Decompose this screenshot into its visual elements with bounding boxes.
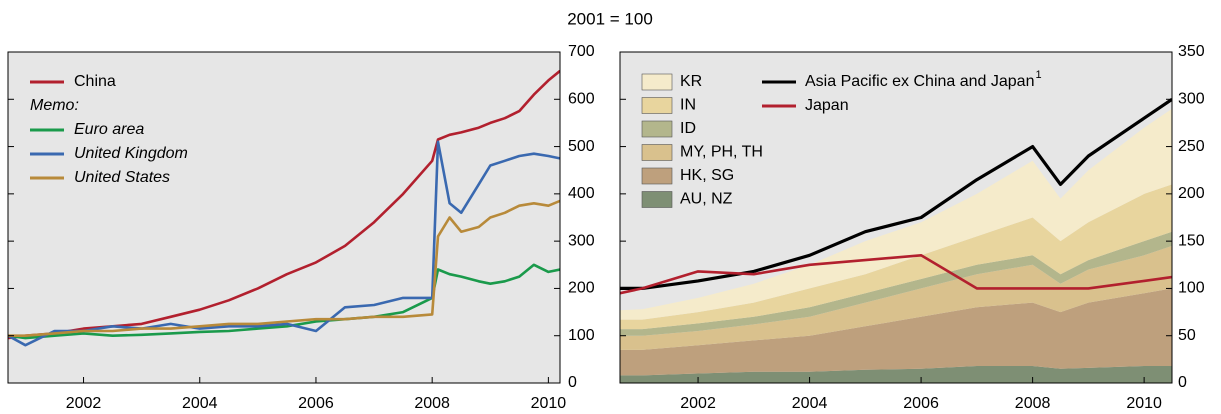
y-tick-label: 50 xyxy=(1178,327,1196,344)
x-tick-label: 2002 xyxy=(66,395,102,412)
y-tick-label: 500 xyxy=(568,138,595,155)
legend-label: IN xyxy=(680,97,696,114)
line xyxy=(8,199,560,337)
x-tick-label: 2002 xyxy=(680,395,716,412)
area xyxy=(620,184,1172,330)
plot-frame xyxy=(619,51,1173,384)
y-tick-label: 150 xyxy=(1178,232,1205,249)
area xyxy=(620,108,1172,320)
y-tick-label: 0 xyxy=(1178,374,1187,391)
y-tick-label: 400 xyxy=(568,185,595,202)
x-tick-label: 2010 xyxy=(531,395,567,412)
x-tick-label: 2004 xyxy=(792,395,828,412)
area xyxy=(620,245,1172,350)
legend-label: United States xyxy=(74,169,170,186)
legend-label: KR xyxy=(680,73,702,90)
legend-superscript: 1 xyxy=(1035,69,1041,81)
x-tick-label: 2008 xyxy=(1015,395,1051,412)
plot-frame xyxy=(7,51,561,384)
legend-label: MY, PH, TH xyxy=(680,144,763,161)
plot-area xyxy=(8,69,560,347)
panel: 0 100 200 300 400 500 600 700 2002 2004 2006 2008 20… xyxy=(7,43,595,412)
legend-swatch xyxy=(641,73,673,91)
x-tick-label: 2010 xyxy=(1126,395,1162,412)
legend-label: United Kingdom xyxy=(74,145,188,162)
x-tick-label: 2004 xyxy=(182,395,218,412)
line xyxy=(8,140,560,347)
y-tick-label: 300 xyxy=(1178,91,1205,108)
legend-swatch xyxy=(641,97,673,114)
area xyxy=(620,288,1172,376)
plot-area xyxy=(620,97,1172,383)
x-tick-label: 2006 xyxy=(903,395,939,412)
x-tick-label: 2006 xyxy=(298,395,334,412)
legend-label: HK, SG xyxy=(680,167,734,184)
legend-label: ID xyxy=(680,120,696,137)
y-tick-label: 350 xyxy=(1178,43,1205,60)
area xyxy=(620,231,1172,336)
chart-subtitle: 2001 = 100 xyxy=(567,9,653,28)
y-tick-label: 100 xyxy=(568,327,595,344)
y-tick-label: 300 xyxy=(568,232,595,249)
legend-swatch xyxy=(641,167,673,185)
legend-heading: Memo: xyxy=(30,97,79,114)
panel: 0 50 100 150 200 250 300 350 2002 2004 2006 2008 201… xyxy=(619,43,1205,412)
area xyxy=(620,366,1172,383)
legend-swatch xyxy=(641,120,673,138)
y-tick-label: 0 xyxy=(568,374,577,391)
y-tick-label: 200 xyxy=(1178,185,1205,202)
y-tick-label: 700 xyxy=(568,43,595,60)
y-tick-label: 250 xyxy=(1178,138,1205,155)
y-tick-label: 600 xyxy=(568,91,595,108)
line xyxy=(620,254,1172,295)
x-tick-label: 2008 xyxy=(414,395,450,412)
legend-label: Japan xyxy=(805,97,849,114)
legend-swatch xyxy=(641,191,673,208)
legend-label: Asia Pacific ex China and Japan xyxy=(805,73,1034,90)
legend-label: China xyxy=(74,73,116,90)
legend-label: AU, NZ xyxy=(680,191,733,208)
legend-label: Euro area xyxy=(74,121,144,138)
y-tick-label: 100 xyxy=(1178,280,1205,297)
y-tick-label: 200 xyxy=(568,280,595,297)
line xyxy=(620,97,1172,290)
legend-swatch xyxy=(641,144,673,161)
